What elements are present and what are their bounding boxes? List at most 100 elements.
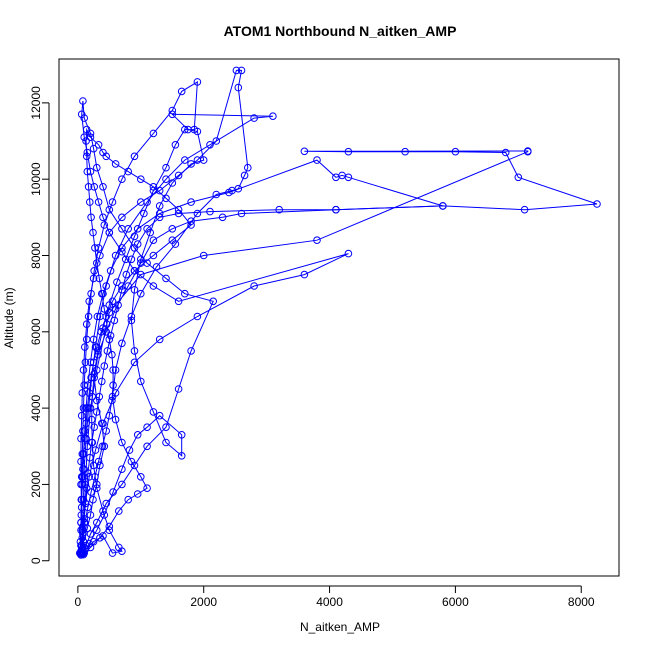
data-point	[111, 366, 120, 374]
data-point	[439, 202, 447, 210]
data-point	[344, 147, 353, 156]
data-point	[79, 530, 87, 538]
data-point	[87, 438, 96, 447]
data-point	[93, 259, 101, 267]
series-line	[79, 127, 192, 554]
data-point	[162, 274, 170, 283]
data-point	[232, 66, 241, 75]
y-tick-label: 10000	[29, 162, 43, 196]
data-point	[77, 541, 85, 550]
data-point	[76, 537, 85, 546]
x-tick-label: 2000	[190, 595, 217, 609]
data-point	[108, 198, 117, 206]
data-point	[199, 156, 208, 164]
x-axis-label: N_aitken_AMP	[300, 620, 380, 634]
data-point	[94, 457, 103, 466]
data-point	[93, 408, 101, 416]
data-point	[89, 358, 98, 367]
data-point	[155, 209, 164, 218]
data-point	[100, 442, 109, 451]
data-point	[82, 152, 91, 161]
data-point	[237, 209, 246, 218]
data-point	[105, 228, 114, 237]
data-point	[93, 343, 101, 351]
data-point	[177, 431, 186, 439]
data-point	[520, 205, 529, 214]
data-point	[102, 427, 110, 435]
data-point	[99, 507, 107, 515]
data-point	[93, 526, 101, 535]
data-point	[111, 415, 120, 424]
y-tick-label: 6000	[29, 318, 43, 345]
data-point	[187, 160, 195, 168]
data-point	[206, 141, 214, 149]
data-point	[118, 465, 126, 474]
data-point	[181, 156, 189, 164]
x-tick-label: 0	[75, 595, 82, 609]
data-point	[98, 442, 107, 451]
data-point	[113, 278, 121, 287]
data-point	[79, 450, 88, 458]
data-point	[190, 125, 199, 134]
data-point	[125, 446, 134, 454]
data-point	[87, 213, 95, 222]
data-point	[99, 213, 107, 222]
data-point	[133, 490, 142, 498]
data-point	[85, 389, 93, 397]
data-point	[237, 66, 246, 75]
data-point	[77, 526, 85, 535]
data-point	[86, 453, 94, 462]
data-point	[177, 452, 186, 460]
data-point	[93, 312, 102, 321]
data-point	[181, 289, 189, 298]
data-point	[137, 473, 145, 481]
data-point	[96, 251, 104, 260]
data-point	[82, 125, 91, 134]
data-point	[174, 385, 183, 393]
x-tick-label: 8000	[568, 595, 595, 609]
data-point	[111, 160, 120, 168]
data-point	[313, 236, 321, 244]
data-point	[109, 488, 117, 496]
data-point	[99, 419, 107, 428]
plot-frame	[58, 58, 620, 577]
data-point	[168, 236, 177, 244]
data-point	[193, 78, 202, 86]
data-point	[106, 331, 115, 340]
data-point	[89, 335, 98, 344]
y-tick-label: 4000	[29, 394, 43, 421]
data-point	[100, 305, 109, 313]
data-point	[114, 301, 122, 309]
data-point	[103, 320, 111, 329]
data-point	[81, 343, 89, 351]
data-point	[300, 270, 309, 279]
data-point	[133, 431, 142, 439]
data-point	[300, 147, 309, 156]
data-point	[174, 205, 183, 214]
data-point	[168, 225, 177, 233]
data-point	[105, 335, 114, 344]
data-point	[81, 358, 90, 367]
data-point	[168, 106, 177, 115]
data-point	[199, 251, 208, 260]
data-point	[332, 205, 340, 214]
data-point	[82, 484, 91, 493]
data-point	[187, 198, 195, 206]
data-point	[174, 171, 183, 180]
data-point	[90, 423, 98, 432]
data-point	[82, 419, 90, 428]
data-point	[127, 457, 136, 466]
data-point	[130, 286, 139, 294]
data-point	[524, 147, 532, 156]
data-point	[86, 511, 95, 519]
data-point	[133, 240, 142, 248]
data-point	[133, 225, 142, 233]
data-point	[143, 484, 151, 493]
y-axis: 0 2000 4000 6000 8000 10000 12000	[29, 86, 50, 564]
data-point	[149, 408, 158, 416]
data-point	[91, 473, 99, 481]
data-point	[90, 267, 98, 275]
y-tick-label: 2000	[29, 471, 43, 498]
data-point	[250, 282, 258, 290]
